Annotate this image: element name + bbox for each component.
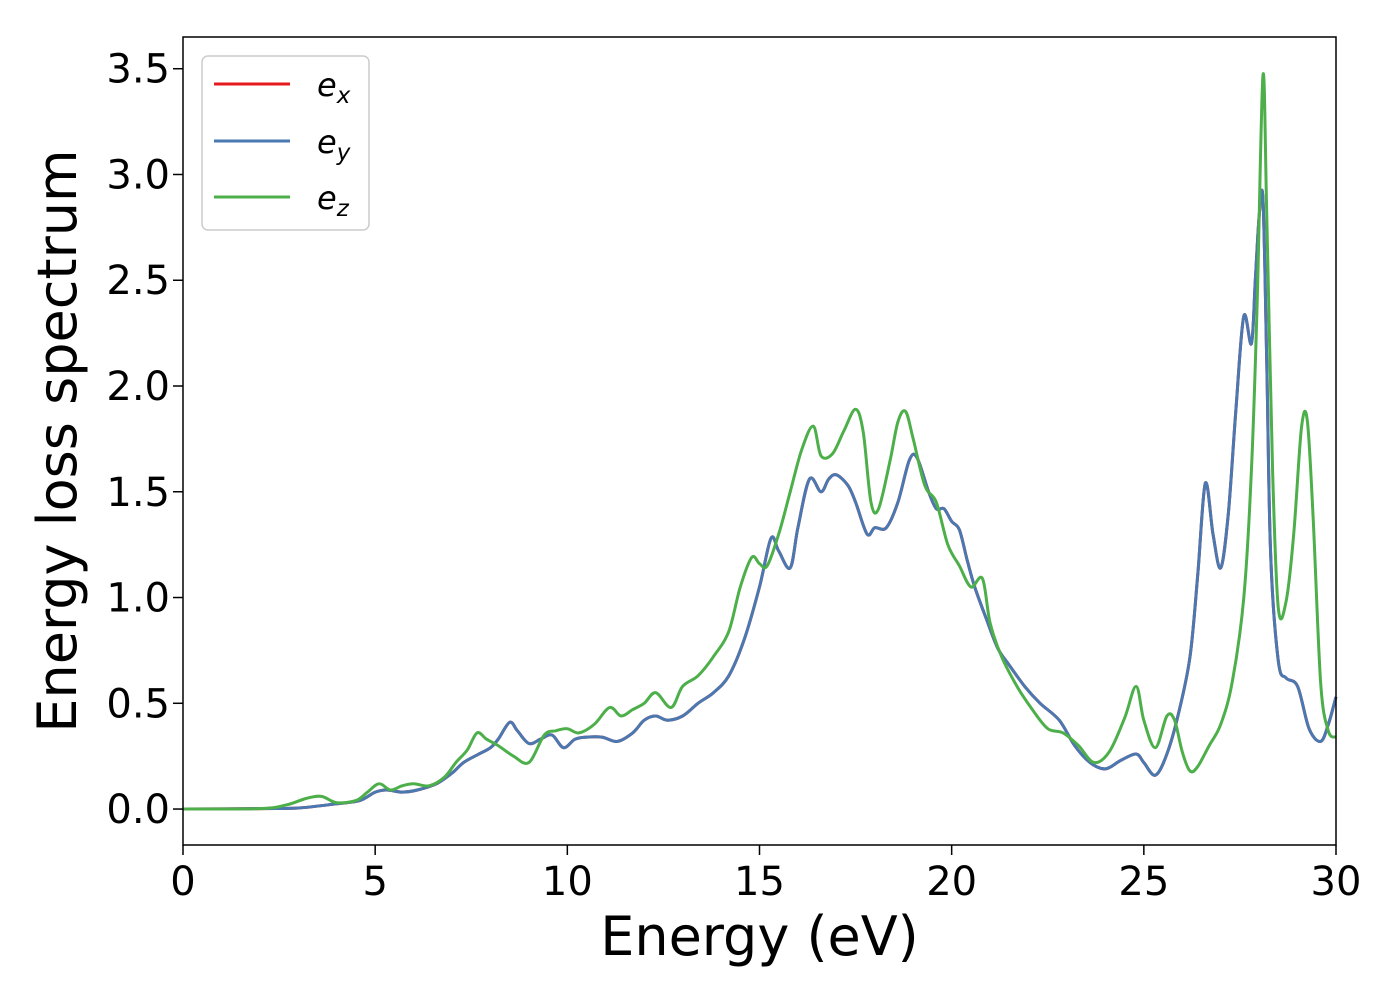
x-tick-label: 25 (1118, 859, 1169, 905)
series-layer (182, 72, 1338, 811)
y-axis: 0.0 0.5 1.0 1.5 2.0 2.5 3.0 3.5 (106, 47, 183, 833)
legend-label-ez: ez (317, 179, 350, 222)
x-tick-label: 15 (734, 859, 785, 905)
legend-box (201, 55, 370, 231)
plot-frame (182, 36, 1337, 846)
x-tick-label: 30 (1311, 859, 1362, 905)
legend: ex ey ez (201, 55, 370, 231)
legend-label-ey: ey (317, 123, 351, 166)
x-axis: 0 5 10 15 20 25 30 (170, 845, 1361, 905)
plot-area (183, 37, 1336, 845)
series-line-ez (182, 72, 1337, 811)
y-tick-label: 1.5 (106, 470, 170, 516)
y-tick-label: 0.5 (106, 681, 170, 727)
legend-label-ex: ex (317, 66, 351, 109)
x-axis-title: Energy (eV) (600, 905, 919, 968)
legend-items: ex ey ez (214, 66, 351, 222)
y-tick-label: 2.0 (106, 364, 170, 410)
y-tick-label: 2.5 (106, 258, 170, 304)
y-tick-label: 1.0 (106, 576, 170, 622)
series-line-ey (182, 188, 1338, 811)
x-tick-label: 10 (542, 859, 593, 905)
y-axis-title: Energy loss spectrum (26, 149, 89, 732)
x-tick-label: 5 (362, 859, 387, 905)
y-tick-label: 0.0 (106, 787, 170, 833)
y-tick-label: 3.0 (106, 152, 170, 198)
y-tick-label: 3.5 (106, 47, 170, 93)
x-tick-label: 0 (170, 859, 195, 905)
x-tick-label: 20 (926, 859, 977, 905)
